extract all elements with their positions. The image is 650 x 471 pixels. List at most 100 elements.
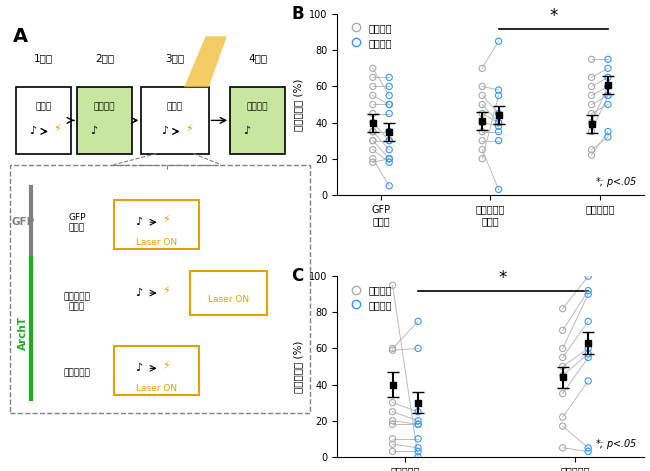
Point (583, 345, 593, 352)
Text: ♪: ♪ (243, 126, 250, 137)
Text: テスト１: テスト１ (94, 103, 115, 112)
Point (387, 447, 398, 455)
Point (368, 159, 378, 166)
Point (368, 82, 378, 90)
Point (384, 137, 395, 145)
Point (583, 317, 593, 325)
Legend: テスト１, テスト２: テスト１, テスト２ (342, 19, 396, 52)
Point (586, 92, 597, 99)
Point (368, 65, 378, 72)
Point (603, 73, 613, 81)
Text: オフセット
統制群: オフセット 統制群 (64, 292, 90, 312)
Point (586, 119, 597, 126)
Text: A: A (12, 27, 28, 47)
Point (603, 92, 613, 99)
Point (387, 347, 398, 354)
Point (477, 92, 488, 99)
Legend: テスト１, テスト２: テスト１, テスト２ (342, 281, 396, 314)
Point (558, 305, 568, 312)
Bar (114, 200, 200, 249)
Point (477, 155, 488, 162)
Point (368, 110, 378, 117)
Point (384, 92, 395, 99)
Point (558, 354, 568, 361)
Point (586, 151, 597, 159)
Y-axis label: すくみ反応 (%): すくみ反応 (%) (294, 341, 304, 393)
Point (368, 73, 378, 81)
Text: *: * (499, 269, 507, 287)
Text: テスト２: テスト２ (247, 103, 268, 112)
Point (583, 444, 593, 452)
Point (603, 101, 613, 108)
Text: *; $p$<.05: *; $p$<.05 (595, 175, 638, 189)
Point (603, 65, 613, 72)
Point (368, 128, 378, 135)
Point (477, 146, 488, 154)
Point (368, 155, 378, 162)
Text: 2日目: 2日目 (95, 53, 114, 64)
Point (603, 82, 613, 90)
Point (477, 119, 488, 126)
Point (413, 345, 423, 352)
Text: GFP: GFP (12, 217, 35, 227)
Bar (230, 87, 285, 154)
Point (368, 101, 378, 108)
Point (583, 272, 593, 280)
Point (387, 417, 398, 424)
Point (558, 372, 568, 379)
Text: ⚡: ⚡ (162, 215, 170, 225)
Point (384, 182, 395, 189)
Point (586, 73, 597, 81)
Point (413, 453, 423, 461)
Point (583, 350, 593, 357)
Point (493, 38, 504, 45)
Point (558, 444, 568, 452)
Point (603, 128, 613, 135)
Bar (190, 271, 266, 315)
Point (477, 101, 488, 108)
Point (387, 282, 398, 289)
Point (477, 128, 488, 135)
Point (387, 399, 398, 406)
Point (384, 159, 395, 166)
Text: Laser ON: Laser ON (208, 295, 249, 304)
Text: ♪: ♪ (135, 217, 142, 227)
Point (384, 73, 395, 81)
Point (384, 155, 395, 162)
Point (493, 86, 504, 94)
Point (384, 137, 395, 145)
Point (384, 101, 395, 108)
Point (384, 101, 395, 108)
Point (586, 56, 597, 63)
Point (384, 146, 395, 154)
Text: ⚡: ⚡ (53, 124, 61, 134)
Point (477, 65, 488, 72)
Text: ♪: ♪ (161, 126, 168, 137)
Point (583, 447, 593, 455)
Bar (141, 87, 209, 154)
Bar (16, 87, 71, 154)
Point (603, 133, 613, 141)
Point (586, 110, 597, 117)
Point (603, 92, 613, 99)
Point (387, 345, 398, 352)
Point (413, 444, 423, 452)
Point (387, 440, 398, 448)
Point (558, 363, 568, 370)
Text: Laser ON: Laser ON (136, 384, 177, 393)
Point (368, 92, 378, 99)
Point (384, 128, 395, 135)
Point (384, 110, 395, 117)
Point (477, 137, 488, 145)
Text: 4日目: 4日目 (248, 53, 267, 64)
Text: ⚡: ⚡ (162, 361, 170, 371)
Point (368, 137, 378, 145)
Point (583, 377, 593, 385)
Point (493, 122, 504, 130)
Text: GFP
統制群: GFP 統制群 (68, 212, 86, 232)
Point (586, 128, 597, 135)
Point (387, 408, 398, 415)
Text: *; $p$<.05: *; $p$<.05 (595, 438, 638, 451)
Point (558, 390, 568, 398)
Point (387, 435, 398, 443)
